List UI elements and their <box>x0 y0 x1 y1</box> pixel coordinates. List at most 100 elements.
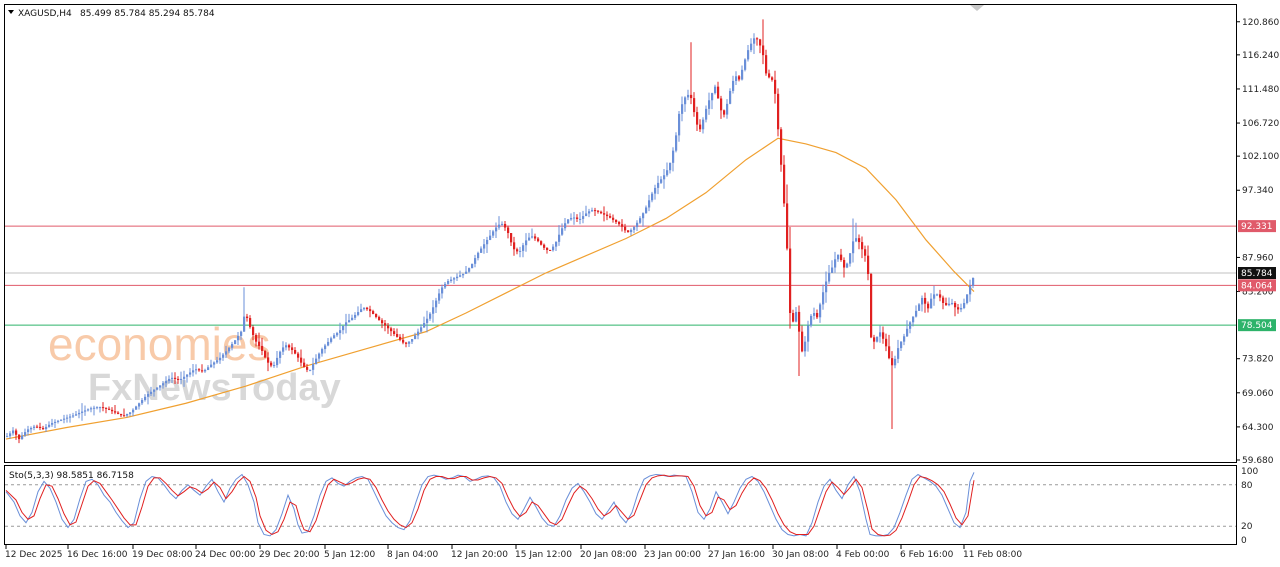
candle-body <box>90 408 93 410</box>
level-tag-label: 84.064 <box>1241 281 1273 291</box>
candle-body <box>699 124 702 130</box>
x-tick-label: 24 Dec 00:00 <box>195 550 256 560</box>
y-tick-label: 87.960 <box>1242 253 1274 263</box>
candle-body <box>366 307 369 310</box>
candle-body <box>273 365 276 367</box>
candle-body <box>72 415 75 417</box>
candle-body <box>933 294 936 299</box>
chart-shift-marker-icon[interactable] <box>970 5 984 11</box>
candle-body <box>522 245 525 251</box>
x-tick-label: 20 Jan 08:00 <box>580 550 637 560</box>
candle-body <box>486 239 489 245</box>
candle-body <box>12 430 15 434</box>
candle-body <box>570 217 573 220</box>
candle-body <box>546 247 549 250</box>
candle-body <box>279 351 282 358</box>
candle-body <box>213 362 216 365</box>
candle-body <box>84 410 87 412</box>
candle-body <box>588 211 591 214</box>
candle-body <box>441 287 444 294</box>
candle-body <box>831 267 834 273</box>
candle-body <box>681 104 684 114</box>
candle-body <box>597 210 600 212</box>
candle-body <box>924 297 927 304</box>
main-panel-frame <box>4 4 1237 463</box>
x-tick-label: 27 Jan 16:00 <box>708 550 765 560</box>
candle-body <box>633 227 636 230</box>
candle-body <box>657 182 660 188</box>
candle-body <box>630 229 633 233</box>
candle-body <box>141 400 144 404</box>
level-tag-support <box>1238 319 1276 332</box>
level-tag-current <box>1238 267 1276 280</box>
candle-body <box>39 426 42 428</box>
candle-body <box>354 314 357 318</box>
x-tick-label: 4 Feb 00:00 <box>836 550 890 560</box>
candle-body <box>792 313 795 322</box>
moving-average <box>5 137 975 440</box>
candle-body <box>591 210 594 212</box>
candle-body <box>252 327 255 335</box>
candle-body <box>411 339 414 342</box>
candle-body <box>423 323 426 328</box>
candle-body <box>837 254 840 260</box>
price-axis: 120.860 116.240 111.480 106.720 102.100 97.34… <box>1236 18 1279 466</box>
candle-body <box>795 311 798 322</box>
candle-body <box>207 367 210 370</box>
candle-body <box>306 366 309 370</box>
candle-body <box>471 263 474 269</box>
candle-body <box>714 86 717 94</box>
candle-body <box>735 76 738 81</box>
candle-body <box>198 369 201 371</box>
candle-body <box>789 248 792 314</box>
candle-body <box>930 298 933 309</box>
candle-body <box>54 421 57 423</box>
x-tick-label: 12 Jan 20:00 <box>451 550 508 560</box>
candle-body <box>852 241 855 254</box>
candle-body <box>705 108 708 120</box>
candle-body <box>912 316 915 323</box>
candle-body <box>147 393 150 397</box>
candle-body <box>345 322 348 326</box>
candle-body <box>102 407 105 409</box>
candle-body <box>897 348 900 359</box>
candle-body <box>453 278 456 280</box>
candle-body <box>642 213 645 219</box>
candle-body <box>303 362 306 367</box>
candle-body <box>108 408 111 410</box>
candle-body <box>276 357 279 366</box>
candle-body <box>270 362 273 366</box>
candle-body <box>579 218 582 220</box>
candle-body <box>921 297 924 305</box>
candle-body <box>840 254 843 261</box>
candle-body <box>639 218 642 223</box>
candle-body <box>144 396 147 401</box>
candle-body <box>390 328 393 332</box>
candle-body <box>939 294 942 298</box>
candle-body <box>900 341 903 349</box>
candle-body <box>786 203 789 249</box>
candle-body <box>744 59 747 70</box>
stoch-d-line <box>5 474 975 537</box>
candle-body <box>828 272 831 282</box>
candle-body <box>477 252 480 259</box>
candle-body <box>519 250 522 252</box>
candle-body <box>504 223 507 228</box>
candle-body <box>111 409 114 412</box>
candle-body <box>69 416 72 418</box>
collapse-triangle-icon[interactable] <box>8 10 14 14</box>
candle-body <box>717 86 720 99</box>
oscillator-panel-frame <box>4 465 1237 545</box>
x-tick-label: 6 Feb 16:00 <box>900 550 954 560</box>
candle-body <box>189 372 192 375</box>
candle-body <box>891 358 894 366</box>
candle-body <box>501 223 504 225</box>
candle-body <box>126 414 129 416</box>
candle-body <box>192 370 195 373</box>
candle-body <box>636 222 639 228</box>
candle-body <box>753 38 756 44</box>
candle-body <box>879 332 882 337</box>
candle-body <box>222 354 225 358</box>
candle-body <box>408 341 411 344</box>
